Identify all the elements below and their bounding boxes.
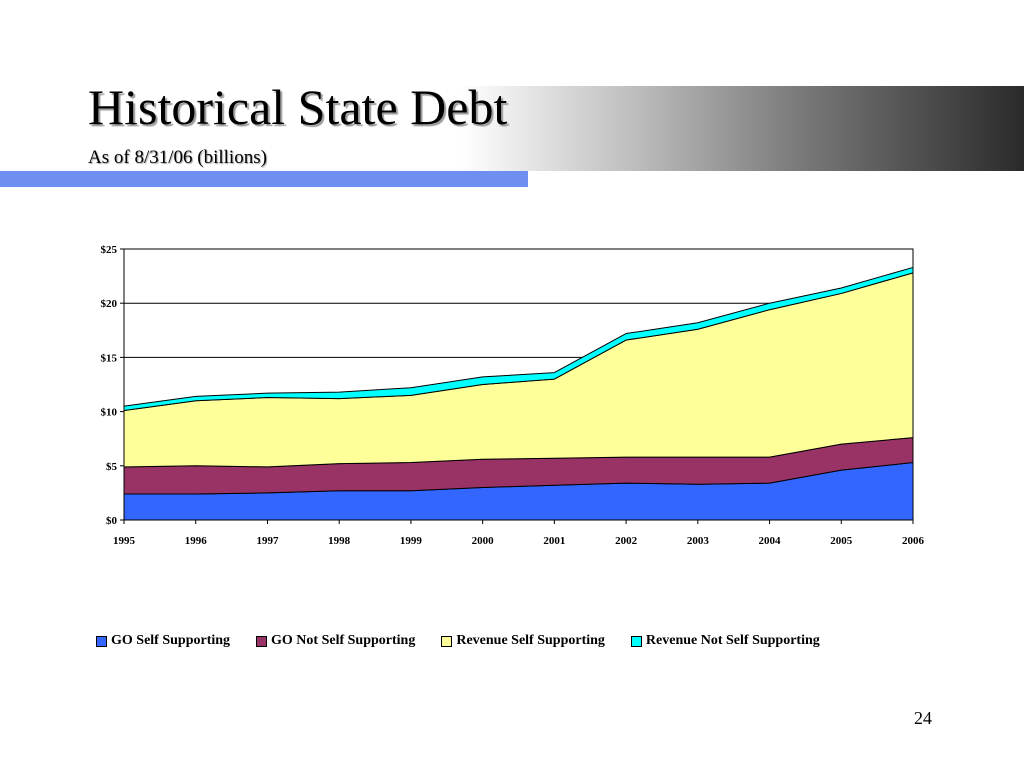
x-tick-label: 2000 (472, 535, 495, 547)
plot-frame (123, 248, 914, 521)
x-tick-label: 2006 (902, 535, 925, 547)
legend: GO Self Supporting GO Not Self Supporting… (96, 631, 946, 651)
slide-title: Historical State Debt (88, 79, 508, 135)
x-tick-label: 1998 (328, 535, 351, 547)
x-tick-label: 2002 (615, 535, 638, 547)
legend-swatch (256, 635, 268, 647)
y-axis-ticks: $0 $5 $10 $15 $20 $25 (101, 244, 124, 527)
y-tick-label: $15 (101, 352, 118, 364)
page-number: 24 (914, 708, 932, 728)
stacked-area-chart: $0 $5 $10 $15 $20 $25 1995 1996 1997 1998 1999 200… (101, 244, 925, 547)
x-tick-label: 1996 (185, 535, 208, 547)
legend-label: Revenue Self Supporting (456, 633, 605, 648)
legend-item-revenue-not-self-supporting: Revenue Not Self Supporting (630, 633, 820, 649)
legend-label: GO Not Self Supporting (271, 633, 416, 648)
x-axis-ticks: 1995 1996 1997 1998 1999 2000 2001 2002 2003 2004… (113, 520, 925, 547)
slide-subtitle: As of 8/31/06 (billions) (88, 147, 267, 168)
x-tick-label: 1999 (400, 535, 423, 547)
x-tick-label: 2005 (830, 535, 853, 547)
legend-item-go-not-self-supporting: GO Not Self Supporting (256, 633, 415, 649)
legend-swatch (441, 635, 453, 647)
legend-item-revenue-self-supporting: Revenue Self Supporting (441, 633, 605, 649)
x-tick-label: 1997 (256, 535, 279, 547)
legend-swatch (96, 635, 107, 647)
y-tick-label: $25 (101, 244, 118, 256)
legend-swatch (630, 635, 642, 647)
y-tick-label: $20 (101, 298, 118, 310)
legend-label: Revenue Not Self Supporting (645, 633, 820, 648)
accent-bar (0, 171, 528, 187)
y-tick-label: $10 (101, 407, 118, 419)
x-tick-label: 2001 (543, 535, 565, 547)
y-tick-label: $0 (106, 515, 118, 527)
title-band (0, 86, 1024, 171)
area-series (123, 266, 914, 521)
legend-label: GO Self Supporting (111, 633, 231, 648)
x-tick-label: 2004 (759, 535, 782, 547)
y-tick-label: $5 (106, 461, 118, 473)
x-tick-label: 1995 (113, 535, 136, 547)
x-tick-label: 2003 (687, 535, 710, 547)
legend-item-go-self-supporting: GO Self Supporting (96, 633, 230, 649)
